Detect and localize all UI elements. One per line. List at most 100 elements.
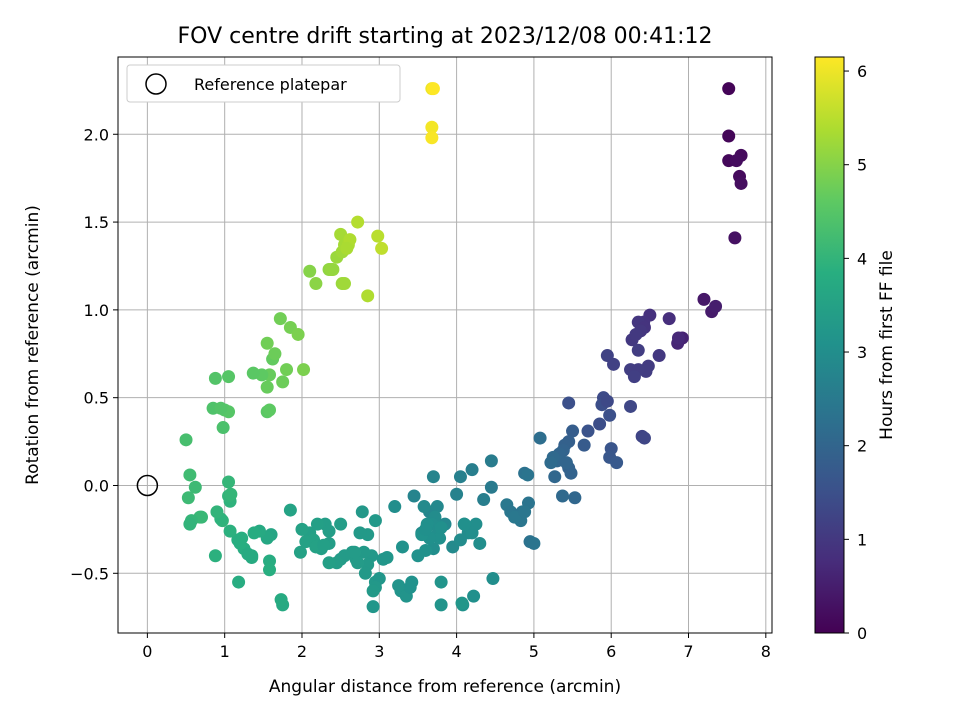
data-point xyxy=(224,487,238,501)
data-point xyxy=(366,584,380,598)
y-tick-label: 2.0 xyxy=(84,125,109,144)
data-point xyxy=(627,370,641,384)
y-tick-label: 1.5 xyxy=(84,213,109,232)
data-point xyxy=(274,593,288,607)
data-point xyxy=(208,371,222,385)
data-point xyxy=(581,424,595,438)
x-tick-label: 0 xyxy=(142,642,152,661)
data-point xyxy=(419,522,433,536)
data-point xyxy=(216,421,230,435)
data-point xyxy=(260,336,274,350)
data-point xyxy=(477,493,491,507)
data-point xyxy=(303,264,317,278)
data-point xyxy=(603,408,617,422)
data-point xyxy=(188,480,202,494)
data-point xyxy=(527,536,541,550)
data-point xyxy=(484,480,498,494)
colorbar: 0 1 2 3 4 5 6 Hours from first FF file xyxy=(814,56,897,643)
data-point xyxy=(728,231,742,245)
data-point xyxy=(222,475,236,489)
data-point xyxy=(562,396,576,410)
data-point xyxy=(600,394,614,408)
y-tick-label: 0.5 xyxy=(84,389,109,408)
data-point xyxy=(607,357,621,371)
data-point xyxy=(210,505,224,519)
data-point xyxy=(652,349,666,363)
y-tick-label: −0.5 xyxy=(70,564,109,583)
colorbar-tick-label: 2 xyxy=(857,437,867,456)
data-point xyxy=(407,489,421,503)
data-point xyxy=(371,229,385,243)
data-point xyxy=(263,563,277,577)
data-point xyxy=(375,241,389,255)
data-point xyxy=(729,154,743,168)
data-point xyxy=(566,424,580,438)
data-point xyxy=(610,456,624,470)
legend-marker xyxy=(145,73,167,95)
x-tick-label: 5 xyxy=(529,642,539,661)
data-point xyxy=(629,327,643,341)
colorbar-tick-label: 3 xyxy=(857,343,867,362)
data-point xyxy=(568,491,582,505)
x-tick-label: 6 xyxy=(606,642,616,661)
data-point xyxy=(235,531,249,545)
data-point xyxy=(417,500,431,514)
data-point xyxy=(222,370,236,384)
data-point xyxy=(351,215,365,229)
x-tick-label: 1 xyxy=(220,642,230,661)
data-point xyxy=(324,262,338,276)
data-point xyxy=(395,540,409,554)
data-point xyxy=(310,517,324,531)
data-point xyxy=(283,503,297,517)
data-point xyxy=(450,487,464,501)
data-point xyxy=(232,575,246,589)
data-point xyxy=(338,277,352,291)
legend: Reference platepar xyxy=(126,64,401,103)
data-point xyxy=(671,331,685,345)
data-point xyxy=(355,505,369,519)
colorbar-tick-label: 1 xyxy=(857,530,867,549)
data-point xyxy=(276,375,290,389)
data-point xyxy=(376,552,390,566)
data-point xyxy=(183,517,197,531)
chart-title: FOV centre drift starting at 2023/12/08 … xyxy=(178,24,713,49)
data-point xyxy=(434,575,448,589)
data-point xyxy=(334,517,348,531)
data-point xyxy=(544,456,558,470)
data-point xyxy=(357,545,371,559)
data-point xyxy=(508,510,522,524)
data-point xyxy=(484,454,498,468)
data-point xyxy=(246,366,260,380)
data-point xyxy=(624,399,638,413)
data-point xyxy=(260,380,274,394)
x-tick-label: 7 xyxy=(683,642,693,661)
data-point xyxy=(425,120,439,134)
data-point xyxy=(309,277,323,291)
data-point xyxy=(291,327,305,341)
y-axis-label: Rotation from reference (arcmin) xyxy=(23,205,43,485)
data-point xyxy=(280,363,294,377)
data-point xyxy=(388,500,402,514)
data-point xyxy=(403,580,417,594)
data-point xyxy=(559,456,573,470)
legend-entry-reference: Reference platepar xyxy=(194,75,347,94)
colorbar-label: Hours from first FF file xyxy=(877,250,897,440)
x-axis-ticks: 0 1 2 3 4 5 6 7 8 xyxy=(142,633,771,661)
data-point xyxy=(340,241,354,255)
data-point xyxy=(556,489,570,503)
data-point xyxy=(247,526,261,540)
data-point xyxy=(214,401,228,415)
data-point xyxy=(368,514,382,528)
data-point xyxy=(181,491,195,505)
colorbar-ticks: 0 1 2 3 4 5 6 xyxy=(844,62,867,643)
data-point xyxy=(434,598,448,612)
data-point xyxy=(263,403,277,417)
data-point xyxy=(361,289,375,303)
plot-frame xyxy=(117,56,773,634)
data-point xyxy=(358,566,372,580)
data-point xyxy=(631,343,645,357)
colorbar-tick-label: 4 xyxy=(857,249,867,268)
data-point xyxy=(348,545,362,559)
x-tick-label: 2 xyxy=(297,642,307,661)
